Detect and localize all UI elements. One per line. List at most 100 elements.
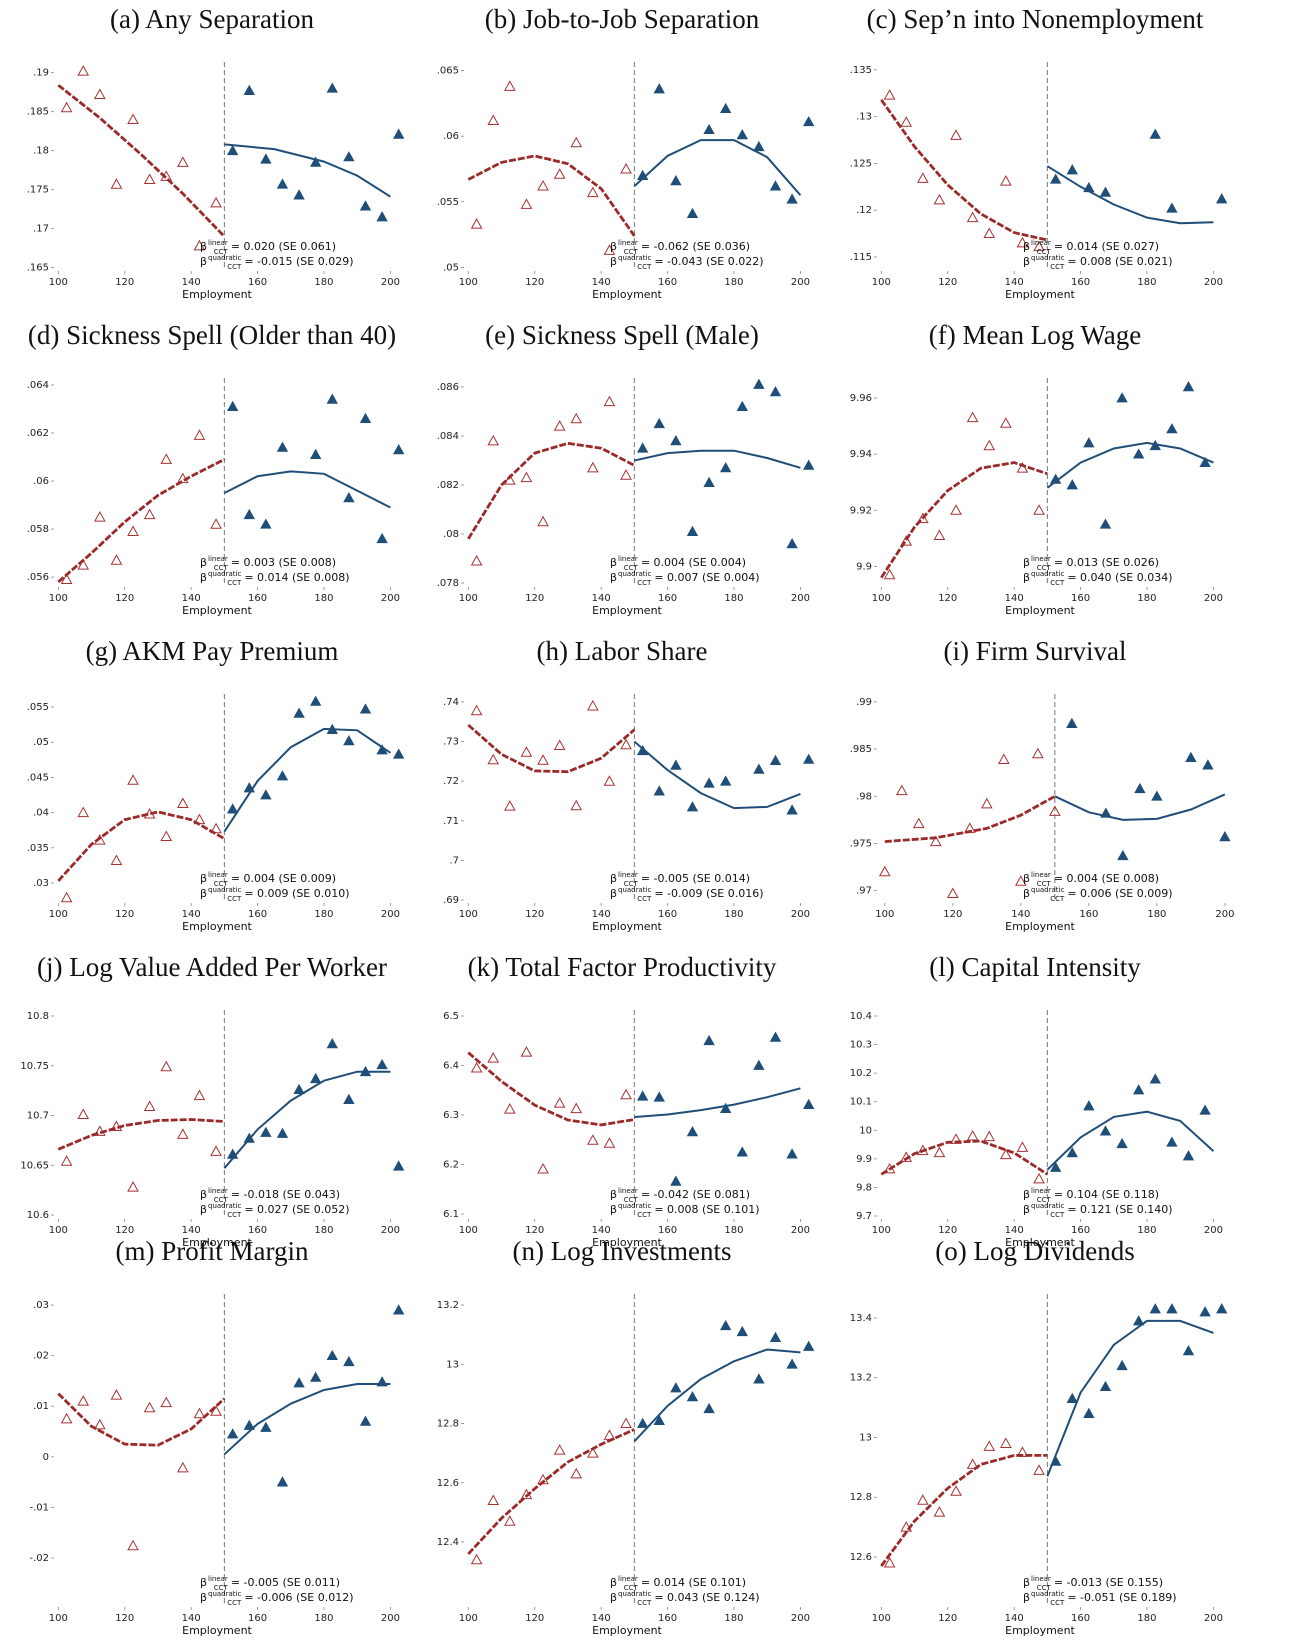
triangle-point xyxy=(226,1428,239,1439)
x-tick-label: 100 xyxy=(459,909,478,920)
triangle-point xyxy=(503,80,516,91)
x-tick-label: 120 xyxy=(938,277,957,288)
y-tick-label: .06 xyxy=(443,131,459,142)
y-tick-label: 13 xyxy=(446,1359,459,1370)
y-tick-label: .05 xyxy=(33,737,49,748)
annotation-symbol: β xyxy=(1023,240,1030,253)
y-tick-label: .175 xyxy=(27,185,49,196)
annotation-symbol: β xyxy=(610,1203,617,1216)
annotation-sup: linear xyxy=(208,239,228,247)
triangle-point xyxy=(110,554,123,565)
y-tick-label: .98 xyxy=(856,791,872,802)
triangle-point xyxy=(326,393,338,404)
annotation-sup: quadratic xyxy=(1031,1202,1064,1210)
x-tick-label: 140 xyxy=(182,1225,201,1236)
triangle-point xyxy=(933,193,946,205)
annotation-sup: quadratic xyxy=(618,1590,651,1598)
y-tick-label: .165 xyxy=(27,263,49,274)
fit-line xyxy=(224,143,391,198)
triangle-point xyxy=(93,88,106,100)
triangle-point xyxy=(393,443,405,455)
fit-line xyxy=(634,449,801,469)
y-tick-label: .062 xyxy=(27,428,49,439)
annotation-sup: linear xyxy=(208,871,228,879)
fit-line xyxy=(57,458,226,583)
triangle-point xyxy=(570,1102,583,1114)
triangle-point xyxy=(359,200,372,211)
y-tick-label: -.01 xyxy=(29,1502,49,1513)
annotation-sup: linear xyxy=(618,871,638,879)
x-tick-label: 160 xyxy=(658,1613,677,1624)
fit-line xyxy=(223,727,391,833)
triangle-point xyxy=(636,744,649,756)
annotation-sup: linear xyxy=(618,555,638,563)
y-tick-label: .02 xyxy=(33,1351,49,1362)
triangle-point xyxy=(470,554,483,566)
triangle-point xyxy=(997,753,1010,764)
annotation-symbol: β xyxy=(200,255,207,268)
triangle-point xyxy=(293,189,305,200)
y-tick-label: 9.9 xyxy=(856,1154,872,1165)
triangle-point xyxy=(1066,717,1078,728)
x-tick-label: 140 xyxy=(592,593,611,604)
annotation-sub: CCT xyxy=(1050,579,1065,587)
triangle-point xyxy=(653,785,665,796)
triangle-point xyxy=(1000,175,1012,186)
annotation-sup: linear xyxy=(1031,871,1051,879)
triangle-point xyxy=(1066,1147,1078,1158)
x-tick-label: 120 xyxy=(115,593,134,604)
triangle-point xyxy=(1099,1380,1112,1392)
x-axis-label: Employment xyxy=(1005,288,1075,301)
triangle-point xyxy=(77,65,90,76)
triangle-point xyxy=(1202,759,1214,770)
annotation-symbol: β xyxy=(1023,872,1030,885)
annotation-sub: CCT xyxy=(624,880,639,888)
annotation-sub: CCT xyxy=(637,1211,652,1219)
y-tick-label: 10.65 xyxy=(20,1160,49,1171)
x-tick-label: 100 xyxy=(49,909,68,920)
y-tick-label: 12.6 xyxy=(437,1478,459,1489)
annotation-sub: CCT xyxy=(637,895,652,903)
triangle-point xyxy=(670,435,682,446)
triangle-point xyxy=(470,704,483,716)
triangle-point xyxy=(980,797,993,809)
y-tick-label: .72 xyxy=(443,776,459,787)
annotation-sub: CCT xyxy=(624,564,639,572)
annotation-sub: CCT xyxy=(1050,263,1065,271)
annotation-sup: linear xyxy=(208,1575,228,1583)
annotation-sup: quadratic xyxy=(208,1202,241,1210)
triangle-point xyxy=(553,420,566,431)
fit-line xyxy=(57,1118,225,1151)
annotation-text: = -0.018 (SE 0.043) xyxy=(231,1188,340,1201)
y-tick-label: .17 xyxy=(33,224,49,235)
triangle-point xyxy=(487,753,500,765)
x-tick-label: 120 xyxy=(943,909,962,920)
y-tick-label: 12.8 xyxy=(850,1492,872,1503)
triangle-point xyxy=(376,211,388,222)
annotation-sub: CCT xyxy=(1037,1584,1052,1592)
triangle-point xyxy=(570,136,583,148)
annotation-symbol: β xyxy=(610,556,617,569)
triangle-point xyxy=(343,1093,355,1104)
y-tick-label: .084 xyxy=(437,431,459,442)
y-tick-label: .18 xyxy=(33,146,49,157)
triangle-point xyxy=(895,784,908,796)
triangle-point xyxy=(143,173,156,185)
y-tick-label: 13.2 xyxy=(850,1373,872,1384)
triangle-point xyxy=(376,1058,388,1070)
x-tick-label: 140 xyxy=(592,909,611,920)
triangle-point xyxy=(487,114,500,125)
triangle-point xyxy=(293,1083,305,1095)
triangle-point xyxy=(343,734,355,746)
y-tick-label: .082 xyxy=(437,480,459,491)
triangle-point xyxy=(193,429,206,440)
triangle-point xyxy=(553,1444,566,1455)
triangle-point xyxy=(636,1090,649,1101)
fit-line xyxy=(57,810,226,882)
triangle-point xyxy=(686,207,699,218)
annotation-symbol: β xyxy=(1023,556,1030,569)
triangle-point xyxy=(703,1402,715,1414)
x-tick-label: 160 xyxy=(1071,593,1090,604)
annotation-symbol: β xyxy=(200,240,207,253)
triangle-point xyxy=(653,1414,665,1425)
